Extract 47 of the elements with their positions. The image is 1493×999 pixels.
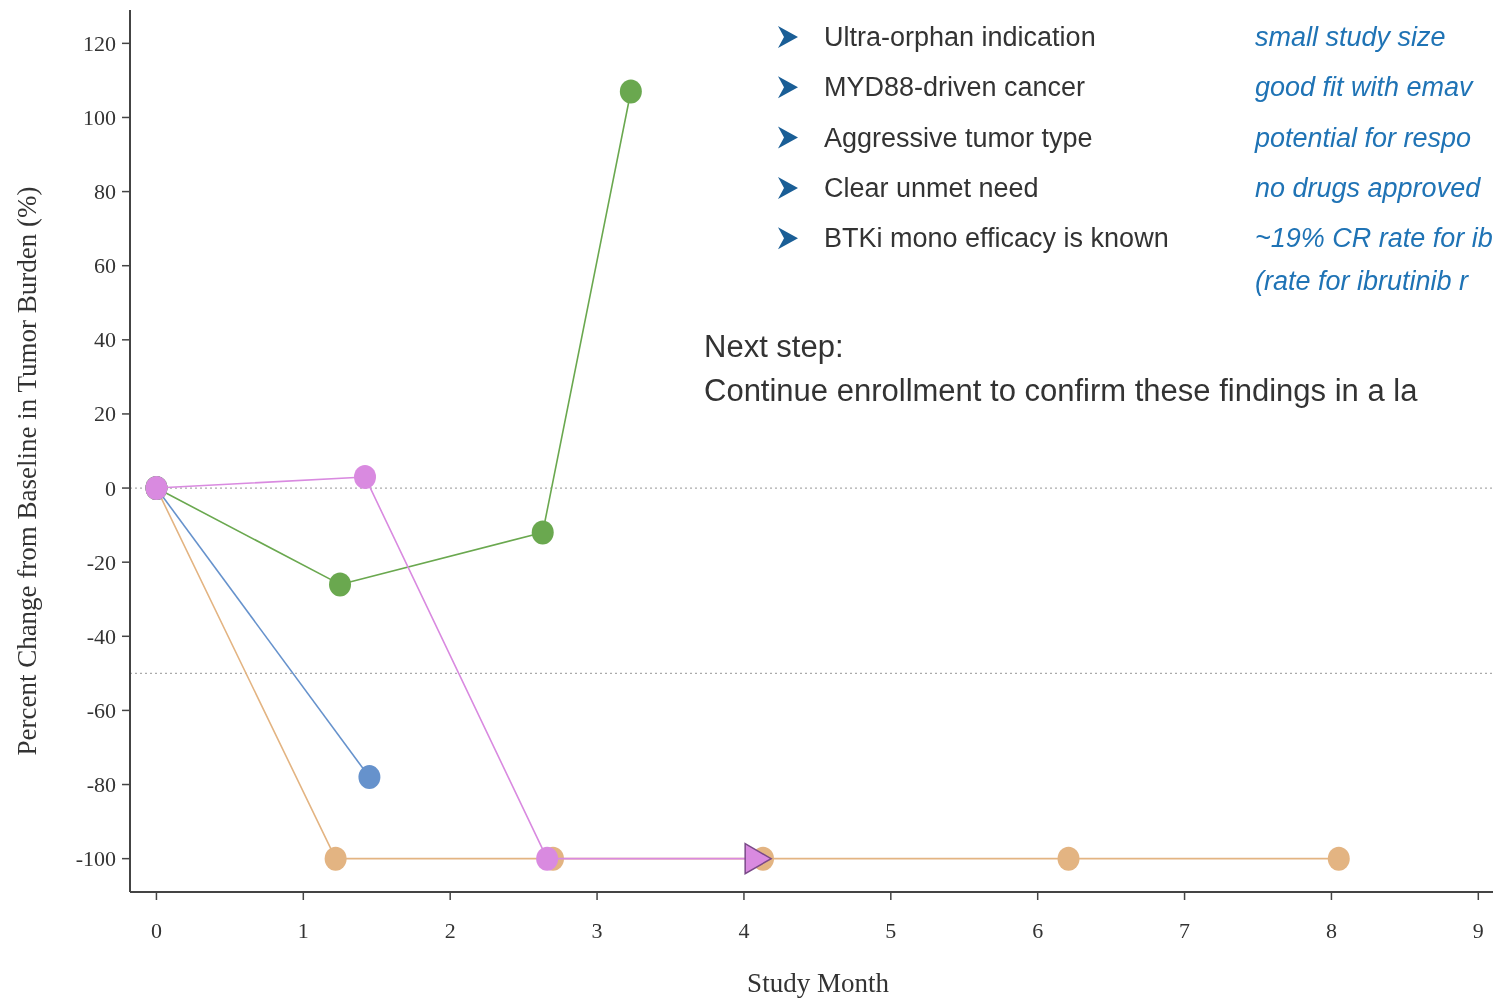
- annotation: Next step:: [704, 328, 844, 364]
- x-tick-label: 4: [738, 917, 750, 943]
- point: [354, 464, 376, 489]
- annotation: small study size: [1255, 22, 1446, 52]
- annotation: ~19% CR rate for ib: [1255, 223, 1493, 254]
- annotation: MYD88-driven cancer: [824, 72, 1086, 103]
- x-tick-label: 8: [1325, 917, 1337, 943]
- y-tick-label: -60: [86, 697, 116, 723]
- y-tick-label: -100: [75, 846, 116, 872]
- y-tick-label: 100: [83, 104, 116, 130]
- annotation: BTKi mono efficacy is known: [824, 223, 1169, 254]
- y-tick-label: 120: [83, 30, 116, 56]
- y-tick-label: 40: [94, 327, 116, 353]
- x-tick-label: 3: [591, 917, 603, 943]
- point: [1057, 846, 1080, 871]
- annotation: Aggressive tumor type: [824, 122, 1093, 153]
- x-tick-label: 6: [1032, 917, 1044, 943]
- x-tick-label: 5: [885, 917, 897, 943]
- y-tick-label: -80: [86, 772, 116, 798]
- point: [324, 846, 347, 871]
- point: [358, 765, 381, 790]
- annotation: Continue enrollment to confirm these findings in a la: [704, 372, 1419, 408]
- point: [1327, 846, 1350, 871]
- x-tick-label: 9: [1472, 917, 1484, 943]
- annotation: (rate for ibrutinib r: [1255, 266, 1470, 296]
- y-axis-title: Percent Change from Baseline in Tumor Burden (%): [12, 186, 42, 756]
- y-tick-label: 0: [105, 475, 116, 501]
- annotation: Clear unmet need: [824, 172, 1039, 203]
- annotation: good fit with emav: [1255, 72, 1475, 103]
- y-tick-label: -40: [86, 623, 116, 649]
- annotation: Ultra-orphan indication: [824, 22, 1096, 52]
- point: [536, 846, 559, 871]
- y-tick-label: -20: [86, 549, 116, 575]
- point: [329, 572, 352, 597]
- point: [531, 520, 554, 545]
- y-tick-label: 80: [94, 179, 116, 205]
- x-tick-label: 0: [150, 917, 162, 943]
- y-tick-label: 60: [94, 253, 116, 279]
- annotation: potential for respo: [1254, 122, 1472, 153]
- point: [619, 79, 642, 104]
- annotation: no drugs approved: [1255, 172, 1482, 203]
- x-axis-title: Study Month: [747, 968, 890, 998]
- x-tick-label: 2: [444, 917, 456, 943]
- y-tick-label: 20: [94, 401, 116, 427]
- x-tick-label: 7: [1179, 917, 1191, 943]
- x-tick-label: 1: [297, 917, 309, 943]
- point: [744, 842, 772, 875]
